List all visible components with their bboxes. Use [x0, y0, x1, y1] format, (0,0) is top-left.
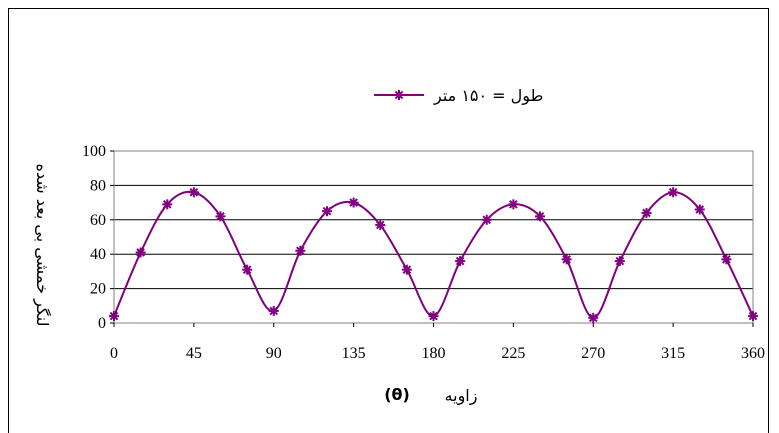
data-point-marker	[188, 187, 199, 198]
legend: طول = ۱۵۰ متر	[374, 86, 543, 106]
data-point-marker	[295, 245, 306, 256]
chart-frame: 0 20 40 60 80 100 0 45 90 135 180 225 270 315 360 طول…	[8, 8, 769, 433]
y-axis-title: لنگر خمشی بی بعد شده	[32, 163, 52, 326]
data-point-marker	[162, 199, 173, 210]
data-point-marker	[481, 214, 492, 225]
x-tick-label: 180	[422, 345, 446, 362]
x-axis-symbol: (θ)	[384, 385, 410, 404]
data-point-marker	[394, 90, 404, 100]
series-markers	[109, 187, 758, 323]
y-tick-label: 0	[98, 315, 106, 332]
y-tick-label: 100	[82, 143, 106, 160]
data-point-marker	[322, 206, 332, 217]
data-point-marker	[721, 254, 732, 265]
data-point-marker	[242, 264, 253, 275]
x-tick-label: 90	[266, 345, 282, 362]
plot-area	[113, 150, 754, 324]
legend-label: طول = ۱۵۰ متر	[433, 86, 543, 106]
data-point-marker	[614, 256, 625, 267]
data-point-marker	[748, 311, 758, 322]
y-tick-label: 40	[90, 246, 106, 263]
data-point-marker	[268, 305, 279, 316]
x-tick-label: 135	[342, 345, 366, 362]
data-point-marker	[508, 199, 519, 210]
x-axis-title: زاویه	[445, 386, 478, 406]
data-point-marker	[135, 247, 146, 258]
line-chart: 0 20 40 60 80 100 0 45 90 135 180 225 270 315 360 طول…	[32, 86, 765, 406]
x-tick-label: 270	[581, 345, 605, 362]
data-point-marker	[694, 204, 705, 215]
legend-marker	[394, 90, 404, 100]
y-axis-ticks: 0 20 40 60 80 100	[82, 143, 114, 332]
data-point-marker	[668, 187, 679, 198]
data-point-marker	[375, 219, 386, 230]
x-tick-label: 360	[741, 345, 765, 362]
x-tick-label: 225	[501, 345, 525, 362]
data-point-marker	[428, 311, 439, 322]
data-point-marker	[109, 311, 119, 322]
x-axis-ticks: 0 45 90 135 180 225 270 315 360	[110, 323, 765, 362]
series-line	[113, 190, 754, 319]
data-point-marker	[588, 312, 599, 323]
data-point-marker	[215, 211, 226, 222]
y-tick-label: 80	[90, 177, 106, 194]
data-point-marker	[561, 254, 572, 265]
data-point-marker	[401, 264, 412, 275]
x-tick-label: 45	[186, 345, 202, 362]
y-tick-label: 20	[90, 281, 106, 298]
data-point-marker	[535, 211, 545, 222]
x-tick-label: 315	[661, 345, 685, 362]
x-tick-label: 0	[110, 345, 118, 362]
data-point-marker	[348, 197, 359, 208]
y-tick-label: 60	[90, 212, 106, 229]
data-point-marker	[641, 207, 652, 218]
data-point-marker	[455, 256, 466, 267]
